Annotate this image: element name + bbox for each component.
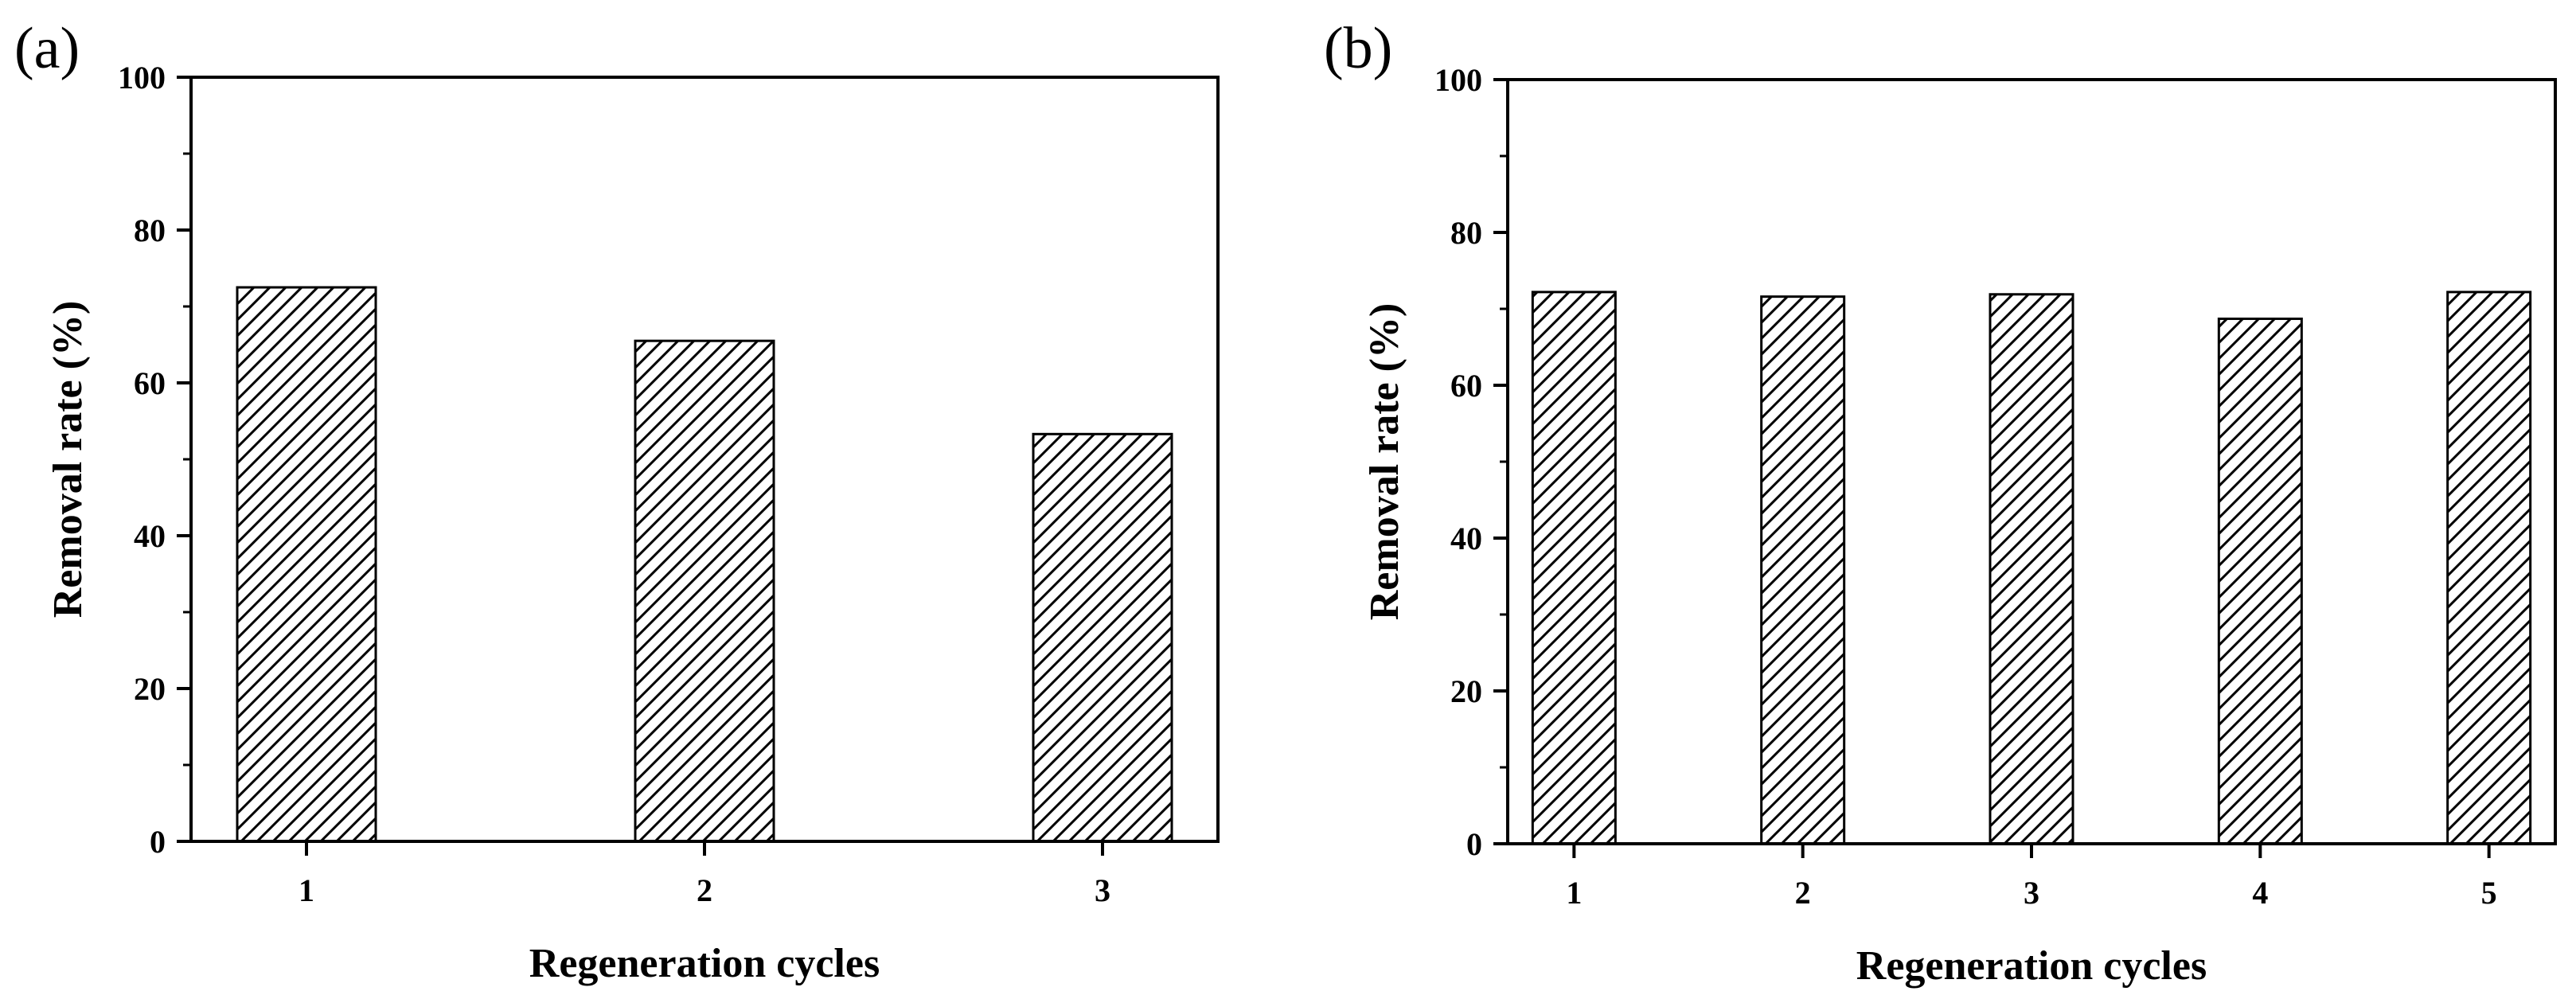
y-tick-label: 0	[1466, 826, 1482, 862]
y-axis-title: Removal rate (%)	[45, 301, 91, 618]
y-tick-label: 20	[134, 671, 166, 707]
x-axis-title: Regeneration cycles	[1856, 943, 2207, 989]
bar-cycle-4	[2217, 317, 2303, 845]
y-tick-label: 0	[150, 824, 166, 860]
y-tick-label: 60	[134, 365, 166, 401]
bar-cycle-1	[1531, 291, 1617, 845]
y-tick-label: 40	[1450, 521, 1482, 556]
panel-label: (b)	[1324, 16, 1392, 81]
bar-chart-a: (a) 0 20 40 60 80 100 1 2 3 Regeneration cycles…	[14, 16, 1220, 986]
y-tick-label: 100	[1434, 62, 1482, 98]
y-axis-title: Removal rate (%)	[1362, 303, 1407, 621]
chart-panel-a: (a) 0 20 40 60 80 100 1 2 3 Regeneration cycles…	[14, 16, 1220, 986]
x-tick-label: 4	[2252, 875, 2268, 911]
y-tick-label: 80	[134, 213, 166, 248]
y-tick-label: 20	[1450, 673, 1482, 709]
y-tick-label: 100	[118, 60, 166, 96]
y-tick-label: 60	[1450, 368, 1482, 404]
bar-cycle-1	[236, 286, 377, 843]
x-axis-title: Regeneration cycles	[529, 941, 880, 986]
bar-cycle-2	[1760, 295, 1846, 845]
x-tick-label: 1	[299, 872, 314, 908]
x-tick-label: 1	[1566, 875, 1582, 911]
y-tick-label: 80	[1450, 215, 1482, 251]
x-tick-label: 3	[1095, 872, 1110, 908]
bar-cycle-3	[1989, 293, 2074, 845]
x-tick-label: 2	[1795, 875, 1811, 911]
x-tick-label: 3	[2024, 875, 2039, 911]
bar-chart-b: (b) 0 20 40 60 80 100 1 2 3 4 5 Regeneration cycl…	[1324, 16, 2557, 989]
y-tick-label: 40	[134, 518, 166, 554]
bar-cycle-3	[1032, 432, 1173, 843]
x-tick-label: 2	[697, 872, 712, 908]
chart-panel-b: (b) 0 20 40 60 80 100 1 2 3 4 5 Regeneration cycl…	[1288, 0, 2576, 995]
x-tick-label: 5	[2481, 875, 2497, 911]
bar-cycle-2	[634, 339, 775, 843]
bar-cycle-5	[2446, 291, 2532, 845]
panel-label: (a)	[14, 16, 80, 81]
